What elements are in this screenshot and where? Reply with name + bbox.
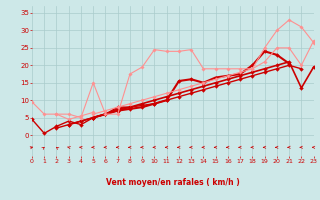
X-axis label: Vent moyen/en rafales ( km/h ): Vent moyen/en rafales ( km/h ) [106, 178, 240, 187]
